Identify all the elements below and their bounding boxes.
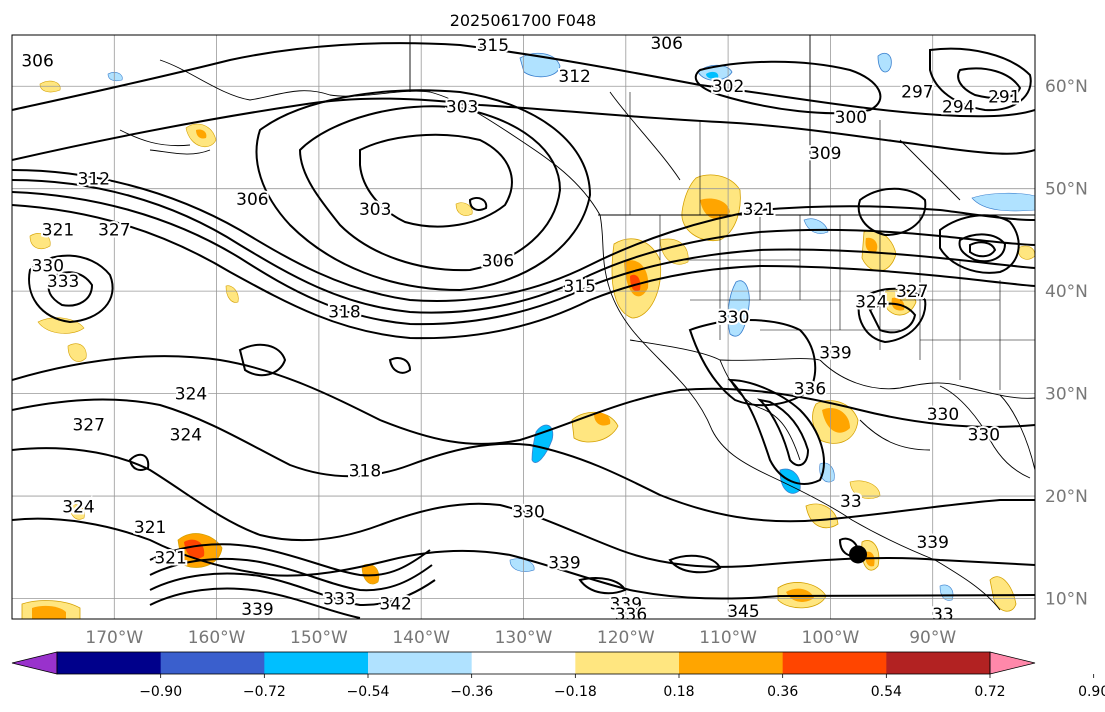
- colorbar-over-triangle: [989, 651, 1036, 675]
- colorbar-outline: [56, 651, 991, 675]
- contour-label: 339: [819, 344, 851, 364]
- map-area: 306 315 306 312 302 300 297 294 291 303 309 312 306 3…: [12, 34, 1035, 625]
- marker-layer: [849, 545, 868, 564]
- contour-label: 339: [610, 595, 642, 615]
- map-frame: [11, 34, 1036, 620]
- lon-tick-label: 150°W: [290, 628, 348, 648]
- colorbar-segment: [264, 652, 369, 674]
- colorbar-segment: [575, 652, 680, 674]
- lon-tick-label: 170°W: [85, 628, 143, 648]
- contour-label: 327: [98, 221, 130, 241]
- contour-label: 327: [72, 415, 104, 435]
- contour-label: 33: [840, 492, 862, 512]
- contour-label: 324: [855, 292, 887, 312]
- lon-tick-label: 160°W: [188, 628, 246, 648]
- lon-tick-label: 140°W: [392, 628, 450, 648]
- storm-marker: [849, 545, 868, 564]
- contour-label: 312: [78, 169, 110, 189]
- contour-label: 342: [379, 595, 411, 615]
- height-contours: [12, 42, 1035, 619]
- longitude-axis: 170°W 160°W 150°W 140°W 130°W 120°W 110°W 100°W…: [85, 628, 956, 648]
- colorbar-segment: [679, 652, 784, 674]
- colorbar-tick-label: −0.90: [139, 684, 182, 700]
- contour-label: 315: [477, 36, 509, 56]
- colorbar-tick-label: −0.72: [243, 684, 286, 700]
- colorbar-segment: [471, 652, 576, 674]
- contour-label: 303: [446, 98, 478, 118]
- lon-tick-label: 100°W: [802, 628, 860, 648]
- contour-label: 333: [323, 590, 355, 610]
- contour-label: 312: [558, 67, 590, 87]
- contour-label: 339: [241, 600, 273, 620]
- contour-label: 321: [743, 200, 775, 220]
- lon-tick-label: 130°W: [495, 628, 553, 648]
- colorbar-segment: [57, 652, 162, 674]
- latitude-axis: 60°N 50°N 40°N 30°N 20°N 10°N: [1045, 77, 1088, 609]
- contour-label: 321: [42, 221, 74, 241]
- contour-label: 324: [170, 426, 202, 446]
- contour-label: 302: [712, 77, 744, 97]
- contour-label: 318: [349, 461, 381, 481]
- colorbar-tick-label: 0.90: [1078, 684, 1105, 700]
- contour-label: 321: [154, 549, 186, 569]
- contour-label: 297: [901, 82, 933, 102]
- lat-tick-label: 50°N: [1045, 180, 1088, 200]
- colorbar-segment: [160, 652, 265, 674]
- contour-label: 336: [794, 379, 826, 399]
- graticule: [12, 35, 1035, 619]
- contour-label: 330: [927, 405, 959, 425]
- lat-tick-label: 30°N: [1045, 385, 1088, 405]
- map-title: 2025061700 F048: [450, 11, 597, 30]
- contour-label: 291: [988, 87, 1020, 107]
- colorbar-tick-label: 0.54: [871, 684, 902, 700]
- lon-tick-label: 110°W: [699, 628, 757, 648]
- lat-tick-label: 10°N: [1045, 590, 1088, 610]
- contour-label: 330: [32, 257, 64, 277]
- contour-label: 330: [968, 426, 1000, 446]
- colorbar-tick-label: −0.36: [450, 684, 493, 700]
- contour-label: 330: [512, 502, 544, 522]
- contour-label: 315: [564, 277, 596, 297]
- contour-label: 324: [62, 497, 94, 517]
- lon-tick-label: 120°W: [597, 628, 655, 648]
- contour-label: 321: [134, 518, 166, 538]
- contour-label: 327: [896, 282, 928, 302]
- contour-label: 339: [916, 533, 948, 553]
- contour-label: 306: [482, 251, 514, 271]
- contour-label: 306: [236, 190, 268, 210]
- contour-label: 300: [835, 108, 867, 128]
- colorbar-tick-label: −0.18: [554, 684, 597, 700]
- lat-tick-label: 20°N: [1045, 487, 1088, 507]
- contour-labels: 306 315 306 312 302 300 297 294 291 303 309 312 306 3…: [19, 34, 1022, 625]
- contour-label: 336: [615, 605, 647, 625]
- contour-label: 318: [328, 303, 360, 323]
- contour-label: 345: [727, 602, 759, 622]
- contour-label: 294: [942, 98, 974, 118]
- contour-label: 303: [359, 200, 391, 220]
- contour-label: 33: [932, 605, 954, 625]
- contour-label: 324: [175, 385, 207, 405]
- colorbar-segment: [782, 652, 887, 674]
- contour-label: 306: [650, 34, 682, 54]
- political-borders: [629, 92, 1035, 390]
- colorbar: −0.90 −0.72 −0.54 −0.36 −0.18 0.18 0.36 0.54 0.7…: [11, 651, 1105, 700]
- colorbar-tick-label: −0.54: [347, 684, 390, 700]
- colorbar-tick-label: 0.72: [974, 684, 1005, 700]
- contour-label: 339: [548, 554, 580, 574]
- coastlines: [119, 35, 1035, 611]
- contour-label: 309: [809, 144, 841, 164]
- lat-tick-label: 40°N: [1045, 282, 1088, 302]
- colorbar-tick-label: 0.18: [663, 684, 694, 700]
- contour-label: 333: [47, 272, 79, 292]
- colorbar-tick-label: 0.36: [767, 684, 798, 700]
- contour-label: 330: [717, 308, 749, 328]
- lon-tick-label: 90°W: [909, 628, 956, 648]
- colorbar-segment: [886, 652, 991, 674]
- colorbar-segment: [368, 652, 473, 674]
- contour-label: 306: [21, 52, 53, 72]
- colorbar-under-triangle: [11, 651, 58, 675]
- lat-tick-label: 60°N: [1045, 77, 1088, 97]
